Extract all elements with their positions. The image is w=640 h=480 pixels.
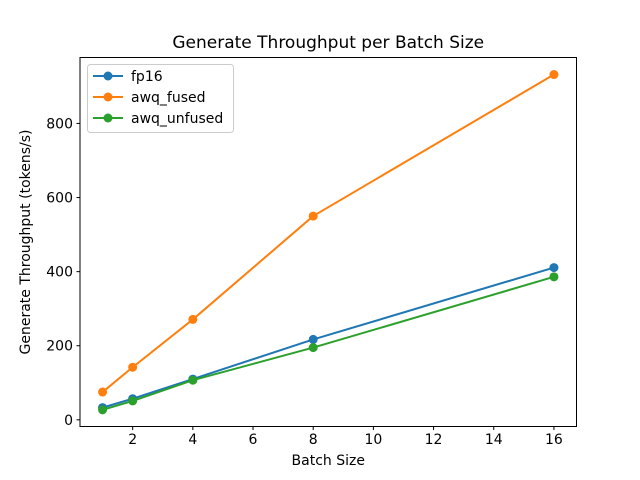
- data-point-awq_fused: [188, 314, 198, 324]
- series-awq_unfused: [98, 272, 559, 415]
- legend-marker-icon: [103, 113, 113, 123]
- legend-box: [87, 64, 234, 133]
- data-point-fp16: [549, 263, 559, 273]
- data-point-awq_unfused: [128, 396, 138, 406]
- legend-label: fp16: [131, 69, 163, 85]
- y-tick-label: 200: [46, 339, 73, 355]
- axes-spines: [79, 57, 577, 427]
- x-tick-label: 4: [188, 432, 197, 448]
- chart-title: Generate Throughput per Batch Size: [172, 33, 484, 53]
- y-tick-label: 800: [46, 116, 73, 132]
- data-point-awq_fused: [549, 70, 559, 80]
- legend-entry-fp16: fp16: [93, 69, 163, 85]
- y-tick-label: 400: [46, 265, 73, 281]
- data-point-awq_unfused: [188, 375, 198, 385]
- y-axis: 0 200 400 600 800: [46, 116, 80, 429]
- legend: fp16 awq_fused awq_unfused: [87, 64, 234, 133]
- legend-label: awq_unfused: [131, 111, 223, 127]
- data-point-awq_unfused: [98, 405, 108, 415]
- x-axis: 2 4 6 8 10 12 14 16: [128, 426, 563, 448]
- x-tick-label: 16: [545, 432, 563, 448]
- legend-label: awq_fused: [131, 90, 206, 106]
- data-point-awq_unfused: [308, 343, 318, 353]
- x-tick-label: 10: [364, 432, 382, 448]
- x-tick-label: 8: [309, 432, 318, 448]
- x-axis-label: Batch Size: [292, 453, 365, 469]
- legend-entry-awq_unfused: awq_unfused: [93, 111, 223, 127]
- x-tick-label: 2: [128, 432, 137, 448]
- data-point-fp16: [308, 334, 318, 344]
- y-axis-label: Generate Throughput (tokens/s): [18, 130, 34, 355]
- x-tick-label: 6: [249, 432, 258, 448]
- data-point-awq_fused: [128, 362, 138, 372]
- series-awq_fused: [98, 70, 559, 397]
- data-point-awq_unfused: [549, 272, 559, 282]
- data-point-awq_fused: [98, 387, 108, 397]
- legend-marker-icon: [103, 92, 113, 102]
- x-tick-label: 14: [485, 432, 503, 448]
- y-tick-label: 600: [46, 191, 73, 207]
- legend-marker-icon: [103, 71, 113, 81]
- x-tick-label: 12: [425, 432, 443, 448]
- legend-entry-awq_fused: awq_fused: [93, 90, 206, 106]
- data-point-awq_fused: [308, 211, 318, 221]
- y-tick-label: 0: [64, 413, 73, 429]
